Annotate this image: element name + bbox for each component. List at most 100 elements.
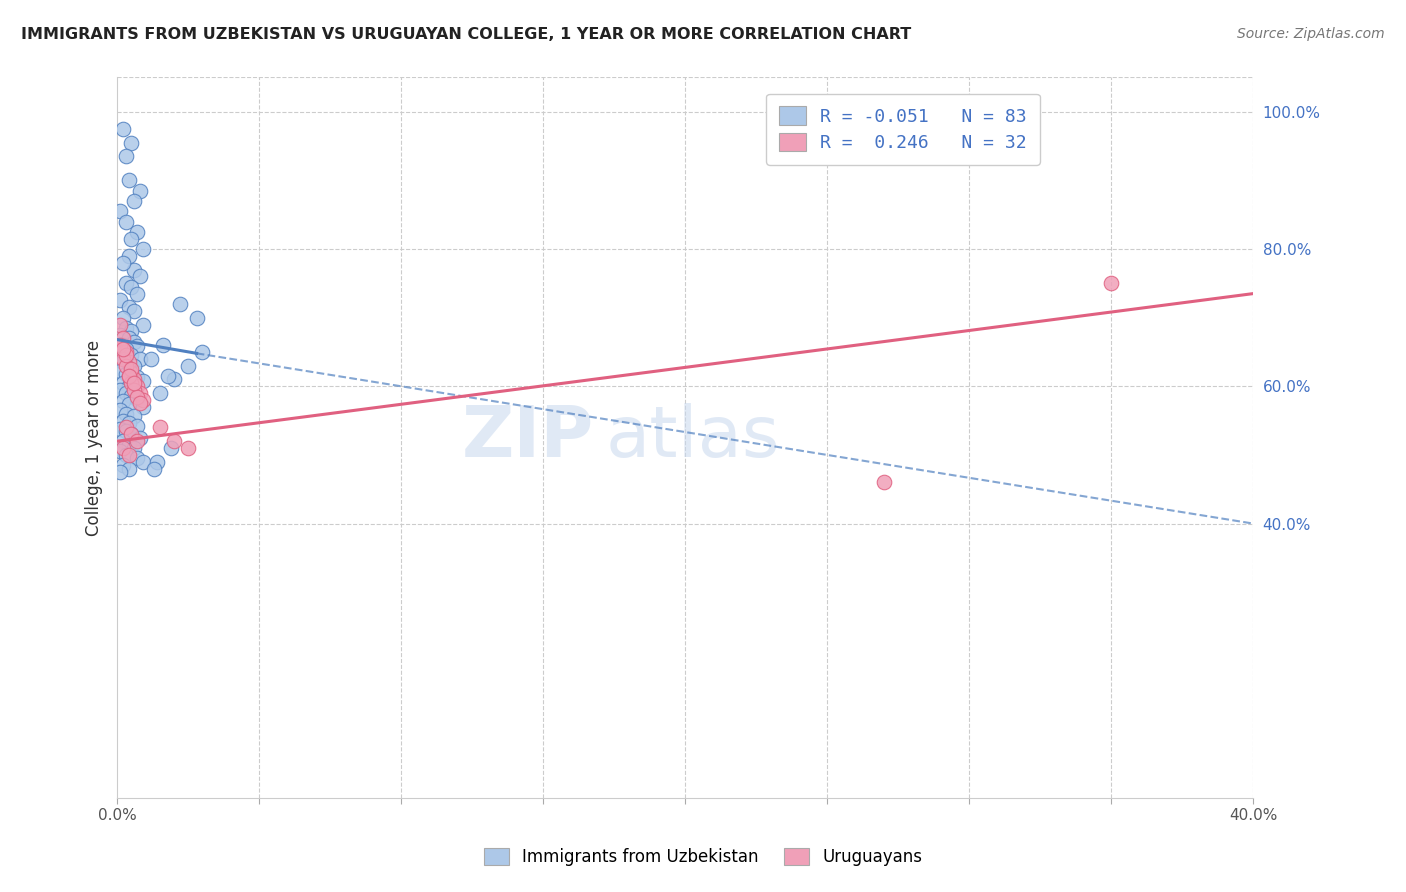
Point bbox=[108, 346, 131, 360]
Legend: R = -0.051   N = 83, R =  0.246   N = 32: R = -0.051 N = 83, R = 0.246 N = 32 bbox=[766, 94, 1039, 165]
Point bbox=[114, 348, 136, 362]
Point bbox=[108, 327, 131, 342]
Point bbox=[117, 249, 139, 263]
Point bbox=[132, 318, 155, 332]
Text: ZIP: ZIP bbox=[463, 403, 595, 472]
Point bbox=[120, 362, 142, 376]
Point bbox=[111, 458, 134, 473]
Point bbox=[111, 394, 134, 409]
Point bbox=[122, 383, 145, 397]
Point bbox=[120, 427, 142, 442]
Point bbox=[111, 338, 134, 352]
Point bbox=[111, 441, 134, 455]
Point bbox=[117, 369, 139, 384]
Point bbox=[108, 338, 131, 352]
Point bbox=[122, 381, 145, 395]
Point bbox=[111, 331, 134, 345]
Point bbox=[122, 334, 145, 349]
Point bbox=[111, 256, 134, 270]
Point bbox=[129, 351, 152, 366]
Point bbox=[117, 331, 139, 345]
Point bbox=[114, 367, 136, 381]
Point bbox=[129, 386, 152, 401]
Point bbox=[108, 204, 131, 219]
Point bbox=[114, 359, 136, 373]
Point bbox=[117, 417, 139, 431]
Y-axis label: College, 1 year or more: College, 1 year or more bbox=[86, 340, 103, 536]
Text: Source: ZipAtlas.com: Source: ZipAtlas.com bbox=[1237, 27, 1385, 41]
Point bbox=[114, 342, 136, 356]
Point bbox=[114, 214, 136, 228]
Point bbox=[125, 339, 148, 353]
Point bbox=[122, 372, 145, 386]
Point bbox=[186, 310, 208, 325]
Point bbox=[114, 149, 136, 163]
Point bbox=[114, 386, 136, 401]
Point bbox=[111, 310, 134, 325]
Point bbox=[143, 461, 166, 475]
Point bbox=[163, 434, 186, 449]
Point bbox=[125, 370, 148, 384]
Point bbox=[117, 379, 139, 393]
Point bbox=[141, 351, 163, 366]
Point bbox=[129, 431, 152, 445]
Point bbox=[114, 420, 136, 434]
Point bbox=[122, 194, 145, 208]
Point bbox=[160, 441, 183, 455]
Point bbox=[132, 374, 155, 388]
Legend: Immigrants from Uzbekistan, Uruguayans: Immigrants from Uzbekistan, Uruguayans bbox=[471, 834, 935, 880]
Point bbox=[132, 400, 155, 414]
Point bbox=[117, 437, 139, 451]
Point bbox=[111, 376, 134, 390]
Point bbox=[157, 369, 180, 384]
Point bbox=[152, 338, 174, 352]
Point bbox=[122, 376, 145, 390]
Point bbox=[873, 475, 896, 490]
Point bbox=[111, 414, 134, 428]
Point bbox=[122, 409, 145, 424]
Point bbox=[117, 448, 139, 462]
Point bbox=[114, 321, 136, 335]
Point bbox=[129, 396, 152, 410]
Point bbox=[125, 390, 148, 404]
Point bbox=[120, 279, 142, 293]
Point bbox=[120, 376, 142, 390]
Point bbox=[125, 434, 148, 449]
Point bbox=[114, 424, 136, 438]
Point bbox=[114, 407, 136, 421]
Point bbox=[117, 173, 139, 187]
Point bbox=[125, 225, 148, 239]
Point bbox=[169, 297, 191, 311]
Point bbox=[132, 392, 155, 407]
Point bbox=[120, 348, 142, 362]
Point bbox=[122, 359, 145, 373]
Point bbox=[114, 345, 136, 359]
Point bbox=[132, 242, 155, 256]
Point bbox=[108, 364, 131, 378]
Point bbox=[117, 301, 139, 315]
Point bbox=[120, 427, 142, 442]
Point bbox=[111, 122, 134, 136]
Text: atlas: atlas bbox=[606, 403, 780, 472]
Point bbox=[111, 351, 134, 366]
Point bbox=[132, 455, 155, 469]
Point bbox=[120, 136, 142, 150]
Point bbox=[125, 286, 148, 301]
Point bbox=[129, 184, 152, 198]
Point bbox=[125, 379, 148, 393]
Point bbox=[125, 392, 148, 406]
Point bbox=[120, 324, 142, 338]
Point bbox=[117, 362, 139, 376]
Point bbox=[114, 448, 136, 462]
Point bbox=[120, 366, 142, 380]
Point bbox=[125, 419, 148, 434]
Point bbox=[122, 441, 145, 455]
Point bbox=[117, 355, 139, 369]
Point bbox=[149, 420, 172, 434]
Point bbox=[111, 355, 134, 369]
Point bbox=[108, 403, 131, 417]
Point bbox=[120, 232, 142, 246]
Text: IMMIGRANTS FROM UZBEKISTAN VS URUGUAYAN COLLEGE, 1 YEAR OR MORE CORRELATION CHAR: IMMIGRANTS FROM UZBEKISTAN VS URUGUAYAN … bbox=[21, 27, 911, 42]
Point bbox=[108, 444, 131, 458]
Point bbox=[108, 465, 131, 479]
